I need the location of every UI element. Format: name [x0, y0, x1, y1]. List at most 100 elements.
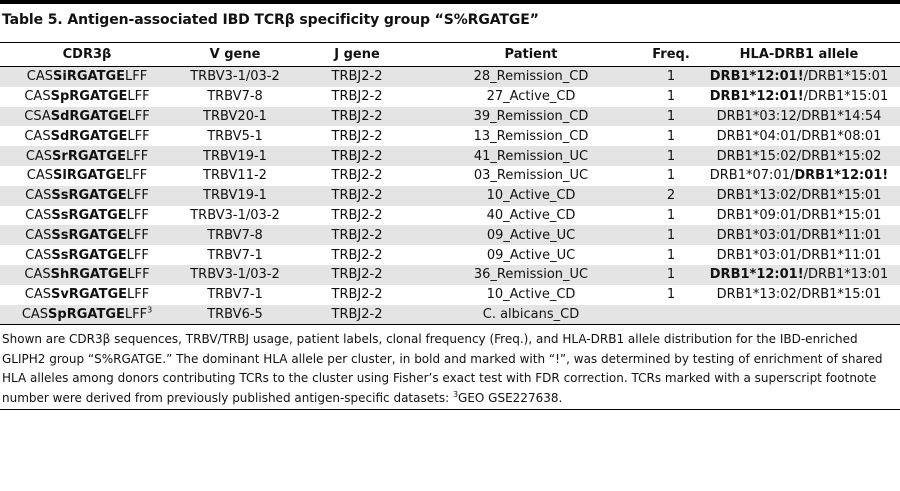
- hla-allele-2: DRB1*15:01: [808, 69, 889, 85]
- j-gene-cell: TRBJ2-2: [331, 207, 383, 223]
- table-row: CASSsRGATGELFF TRBV19-1 TRBJ2-2 10_Active_C…: [0, 185, 900, 206]
- hla-cell: DRB1*12:01!/DRB1*15:01: [698, 87, 900, 107]
- j-gene-cell: TRBJ2-2: [296, 304, 418, 325]
- hla-allele-1: DRB1*03:01: [716, 247, 797, 263]
- cdr3-suffix: LFF: [127, 89, 150, 105]
- cdr3-suffix: LFF: [125, 148, 149, 164]
- header-rule: [0, 42, 900, 43]
- cdr3-suffix: LFF: [125, 69, 148, 85]
- freq-cell: 1: [666, 89, 676, 105]
- j-gene-cell: TRBJ2-2: [296, 264, 418, 285]
- table-row: CASSpRGATGELFF3 TRBV6-5 TRBJ2-2 C. albicans…: [0, 304, 900, 325]
- table-row: CASSlRGATGELFF TRBV11-2 TRBJ2-2 03_Remissio…: [0, 166, 900, 186]
- v-gene-cell: TRBV3-1/03-2: [190, 207, 280, 223]
- footer-rule: [0, 324, 900, 326]
- cdr3-motif: RGATGE: [68, 287, 128, 303]
- j-gene-cell: TRBJ2-2: [331, 128, 383, 144]
- cdr3-motif: RGATGE: [66, 306, 125, 322]
- freq-cell: 1: [644, 225, 698, 246]
- cdr3-prefix: CAS: [25, 207, 52, 223]
- patient-cell: 10_Active_CD: [486, 287, 576, 303]
- cdr3-anchor: Sp: [48, 306, 67, 322]
- hla-cell: DRB1*04:01/DRB1*08:01: [698, 126, 900, 146]
- col-header-j-gene: J gene: [296, 43, 418, 67]
- freq-cell: 1: [666, 207, 676, 223]
- hla-allele-1: DRB1*13:02: [716, 287, 797, 303]
- col-header-cdr3: CDR3β: [0, 43, 174, 67]
- j-gene-cell: TRBJ2-2: [296, 106, 418, 127]
- hla-allele-2: DRB1*15:01: [801, 207, 882, 223]
- bottom-rule: [0, 409, 900, 411]
- patient-cell: 09_Active_UC: [418, 225, 644, 246]
- freq-cell: 1: [644, 264, 698, 285]
- hla-allele-2: DRB1*15:02: [801, 148, 882, 164]
- cdr3-motif: RGATGE: [69, 89, 128, 105]
- j-gene-cell: TRBJ2-2: [331, 89, 383, 105]
- patient-cell: 36_Remission_UC: [418, 264, 644, 285]
- j-gene-cell: TRBJ2-2: [296, 146, 418, 166]
- hla-allele-1: DRB1*12:01!: [709, 89, 804, 105]
- v-gene-cell: TRBV5-1: [207, 128, 263, 144]
- hla-cell: DRB1*12:01!/DRB1*15:01: [698, 66, 900, 87]
- cdr3-cell: CASSsRGATGELFF: [0, 245, 174, 265]
- cdr3-motif: RGATGE: [68, 227, 127, 243]
- cdr3-suffix: LFF: [127, 128, 150, 144]
- cdr3-suffix: LFF: [126, 227, 149, 243]
- patient-cell: 40_Active_CD: [486, 207, 576, 223]
- footnote-superscript: 3: [452, 389, 459, 399]
- table-body: CASSiRGATGELFF TRBV3-1/03-2 TRBJ2-2 28_Remi…: [0, 66, 900, 325]
- v-gene-cell: TRBV7-1: [207, 287, 263, 303]
- cdr3-anchor: Ss: [51, 247, 69, 263]
- cdr3-cell: CSASdRGATGELFF: [0, 106, 174, 127]
- freq-cell: [644, 304, 698, 325]
- hla-separator: /: [803, 89, 809, 105]
- cdr3-anchor: Si: [53, 69, 67, 85]
- cdr3-prefix: CAS: [25, 188, 52, 204]
- v-gene-cell: TRBV19-1: [174, 185, 296, 206]
- hla-cell: DRB1*13:02/DRB1*15:01: [698, 185, 900, 206]
- hla-allele-1: DRB1*07:01: [709, 168, 790, 184]
- patient-cell: 09_Active_UC: [486, 247, 576, 263]
- cdr3-motif: RGATGE: [69, 128, 128, 144]
- cdr3-anchor: Ss: [51, 207, 69, 223]
- cdr3-cell: CASSsRGATGELFF: [0, 185, 174, 206]
- freq-cell: 1: [644, 106, 698, 127]
- cdr3-cell: CASSrRGATGELFF: [0, 146, 174, 166]
- col-header-hla: HLA-DRB1 allele: [698, 43, 900, 67]
- patient-cell: 28_Remission_CD: [418, 66, 644, 87]
- v-gene-cell: TRBV19-1: [174, 146, 296, 166]
- patient-cell: 03_Remission_UC: [473, 168, 589, 184]
- freq-cell: 1: [666, 128, 676, 144]
- cdr3-anchor: Sd: [50, 108, 70, 124]
- freq-cell: 1: [666, 287, 676, 303]
- hla-allele-2: DRB1*12:01!: [794, 168, 889, 184]
- patient-cell: 41_Remission_UC: [418, 146, 644, 166]
- cdr3-motif: RGATGE: [68, 247, 127, 263]
- table-row: CASShRGATGELFF TRBV3-1/03-2 TRBJ2-2 36_Remi…: [0, 264, 900, 285]
- cdr3-prefix: CAS: [25, 227, 52, 243]
- hla-separator: /: [796, 207, 802, 223]
- cdr3-suffix: LFF: [126, 207, 149, 223]
- cdr3-anchor: Sr: [52, 148, 68, 164]
- cdr3-suffix: LFF: [127, 287, 150, 303]
- patient-cell: 10_Active_CD: [418, 185, 644, 206]
- cdr3-motif: RGATGE: [67, 148, 126, 164]
- table-row: CASSdRGATGELFF TRBV5-1 TRBJ2-2 13_Remission…: [0, 126, 900, 146]
- hla-allele-2: DRB1*15:01: [801, 188, 882, 204]
- hla-allele-1: DRB1*12:01!: [709, 267, 804, 283]
- top-rule: [0, 0, 900, 4]
- cdr3-footnote-mark: 3: [147, 305, 153, 315]
- cdr3-suffix: LFF: [127, 108, 150, 124]
- cdr3-cell: CASSlRGATGELFF: [0, 166, 174, 186]
- v-gene-cell: TRBV7-8: [174, 225, 296, 246]
- hla-cell: DRB1*15:02/DRB1*15:02: [698, 146, 900, 166]
- cdr3-suffix: LFF: [126, 247, 149, 263]
- freq-cell: 1: [644, 146, 698, 166]
- hla-allele-2: DRB1*11:01: [801, 247, 882, 263]
- table-row: CASSiRGATGELFF TRBV3-1/03-2 TRBJ2-2 28_Remi…: [0, 66, 900, 87]
- table-row: CASSsRGATGELFF TRBV7-1 TRBJ2-2 09_Active_UC…: [0, 245, 900, 265]
- hla-cell: DRB1*03:01/DRB1*11:01: [698, 245, 900, 265]
- v-gene-cell: TRBV7-1: [207, 247, 263, 263]
- table-header-row: CDR3β V gene J gene Patient Freq. HLA-DR…: [0, 43, 900, 67]
- table-row: CASSvRGATGELFF TRBV7-1 TRBJ2-2 10_Active_CD…: [0, 285, 900, 305]
